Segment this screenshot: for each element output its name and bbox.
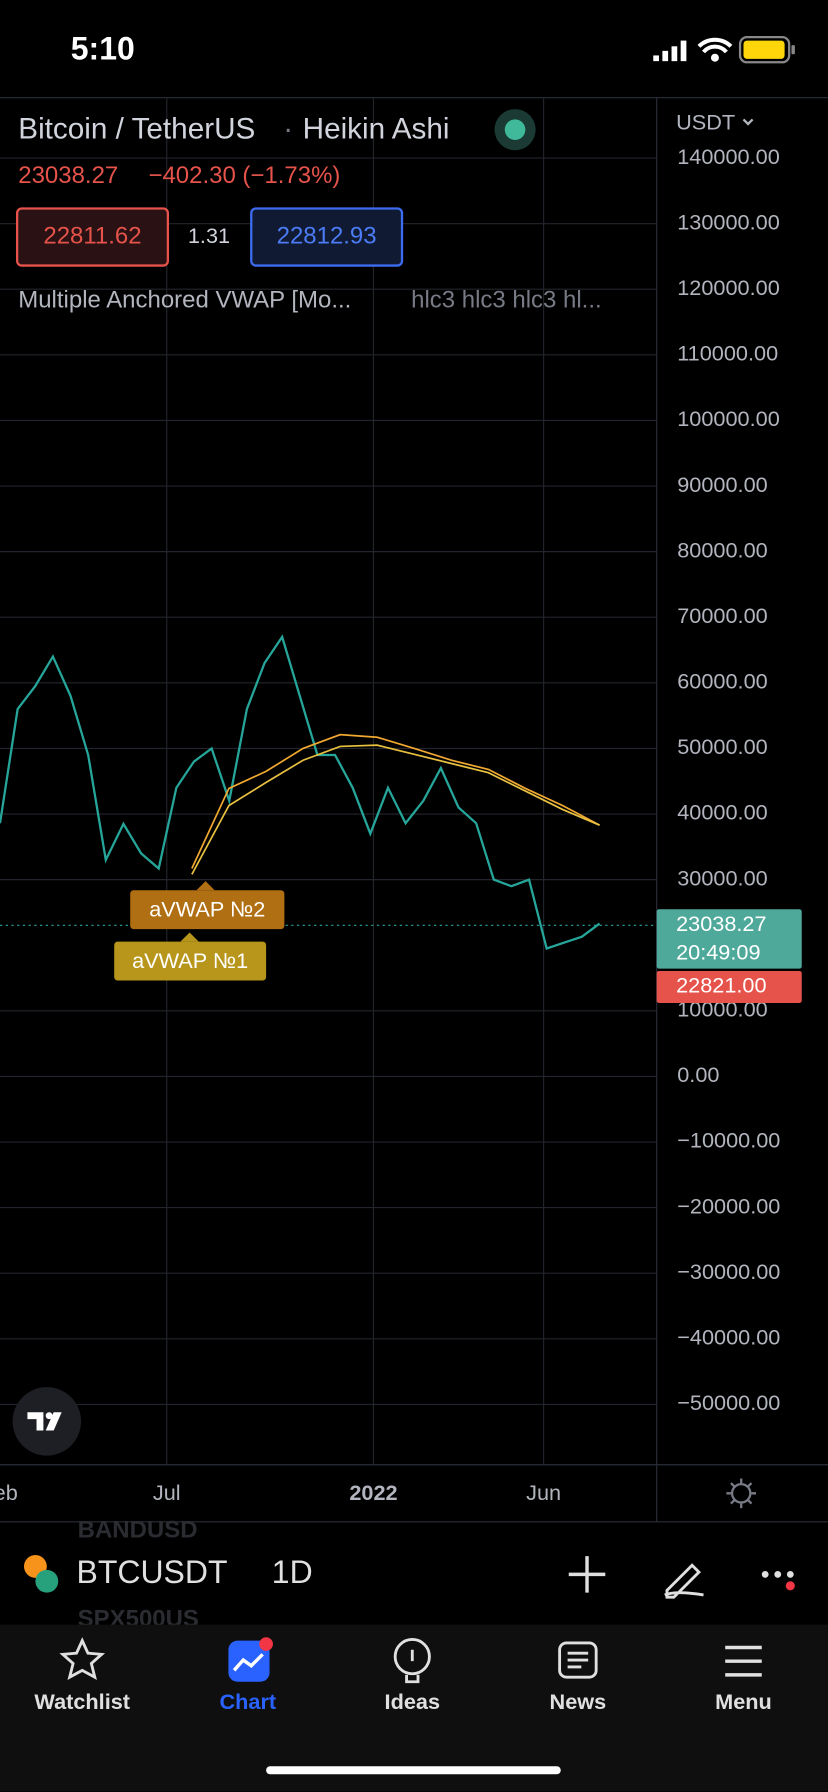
add-button[interactable]: [568, 1556, 606, 1593]
chart-style: Heikin Ashi: [303, 113, 450, 146]
logo: [27, 1412, 62, 1431]
vwap-label-box: [130, 890, 285, 930]
y-tick-label: 70000.00: [677, 603, 767, 628]
y-tick-label: −50000.00: [677, 1390, 780, 1415]
vwap-label: aVWAP №2: [149, 897, 265, 922]
low-price-tag-text: 22821.00: [676, 973, 766, 998]
home-indicator: [266, 1766, 561, 1775]
countdown: 20:49:09: [676, 940, 760, 965]
y-tick-label: 50000.00: [677, 734, 767, 759]
vwap-pointer: [196, 881, 215, 891]
usdt-icon: [35, 1569, 59, 1593]
y-tick-label: 30000.00: [677, 865, 767, 890]
tab-label[interactable]: Menu: [715, 1689, 772, 1714]
vwap-line: [191, 744, 600, 875]
chart-icon-line: [232, 1653, 264, 1672]
tab-bar: [0, 1624, 828, 1792]
low-price-tag: [656, 970, 802, 1003]
menu-icon: [725, 1645, 762, 1677]
tab-label[interactable]: Ideas: [385, 1689, 440, 1714]
x-tick-label: 2022: [349, 1480, 397, 1505]
logo-button[interactable]: [12, 1387, 82, 1456]
status-icons: [653, 36, 795, 64]
price-change: −402.30 (−1.73%): [148, 162, 340, 189]
last-price-tag: [656, 909, 802, 969]
y-tick-label: 130000.00: [677, 209, 780, 234]
y-tick-label: 80000.00: [677, 537, 767, 562]
vwap-label: aVWAP №1: [132, 948, 248, 973]
y-tick-label: −40000.00: [677, 1325, 780, 1350]
x-tick-label: eb: [0, 1480, 18, 1505]
y-tick-label: 120000.00: [677, 275, 780, 300]
separator: ·: [283, 113, 293, 146]
draw-button[interactable]: [664, 1563, 704, 1599]
y-tick-label: 110000.00: [677, 341, 778, 366]
news-icon: [558, 1641, 598, 1679]
y-tick-label: −10000.00: [677, 1128, 780, 1153]
symbol[interactable]: BTCUSDT: [77, 1554, 228, 1590]
y-tick-label: −30000.00: [677, 1259, 780, 1284]
tab-label[interactable]: Chart: [220, 1689, 277, 1714]
sell-button[interactable]: [15, 207, 170, 267]
y-tick-label: 90000.00: [677, 472, 767, 497]
currency-caret: [742, 118, 754, 126]
vwap-pointer: [180, 932, 199, 942]
x-tick-label: Jul: [153, 1480, 181, 1505]
x-tick-label: Jun: [526, 1480, 561, 1505]
indicator-inputs: hlc3 hlc3 hlc3 hl...: [411, 286, 602, 313]
y-tick-label: 40000.00: [677, 800, 767, 825]
chart-icon: [228, 1640, 270, 1682]
last-price: 23038.27: [18, 162, 118, 189]
y-tick-label: 100000.00: [677, 406, 780, 431]
chart-badge: [259, 1637, 273, 1651]
y-tick-label: −20000.00: [677, 1193, 780, 1218]
price-line: [0, 634, 601, 950]
y-tick-label: 60000.00: [677, 669, 767, 694]
y-tick-label: 0.00: [677, 1062, 719, 1087]
currency-selector[interactable]: USDT: [676, 110, 735, 135]
vwap-line: [191, 733, 600, 869]
market-status-dot: [504, 119, 526, 140]
ideas-icon-base: [405, 1649, 420, 1684]
interval[interactable]: 1D: [272, 1554, 313, 1590]
indicator-name[interactable]: Multiple Anchored VWAP [Mo...: [18, 286, 351, 313]
watchlist-icon: [59, 1637, 106, 1680]
status-time: 5:10: [71, 30, 135, 66]
ghost-symbol: BANDUSD: [78, 1516, 198, 1543]
settings-icon[interactable]: [726, 1478, 757, 1509]
ask-price: 22812.93: [277, 222, 377, 249]
last-price-tag-text: 23038.27: [676, 911, 766, 936]
y-tick-label: 140000.00: [677, 144, 780, 169]
logo-dot: [45, 1412, 53, 1420]
more-button[interactable]: [761, 1570, 795, 1591]
tab-label[interactable]: Watchlist: [34, 1689, 130, 1714]
bid-price: 22811.62: [43, 222, 141, 249]
buy-button[interactable]: [250, 207, 404, 267]
ideas-icon: [393, 1638, 431, 1676]
news-icon-lines: [567, 1651, 589, 1669]
vwap-label-box: [114, 941, 267, 981]
symbol-title[interactable]: Bitcoin / TetherUS: [18, 113, 255, 146]
spread: 1.31: [188, 223, 230, 248]
tab-label[interactable]: News: [550, 1689, 607, 1714]
